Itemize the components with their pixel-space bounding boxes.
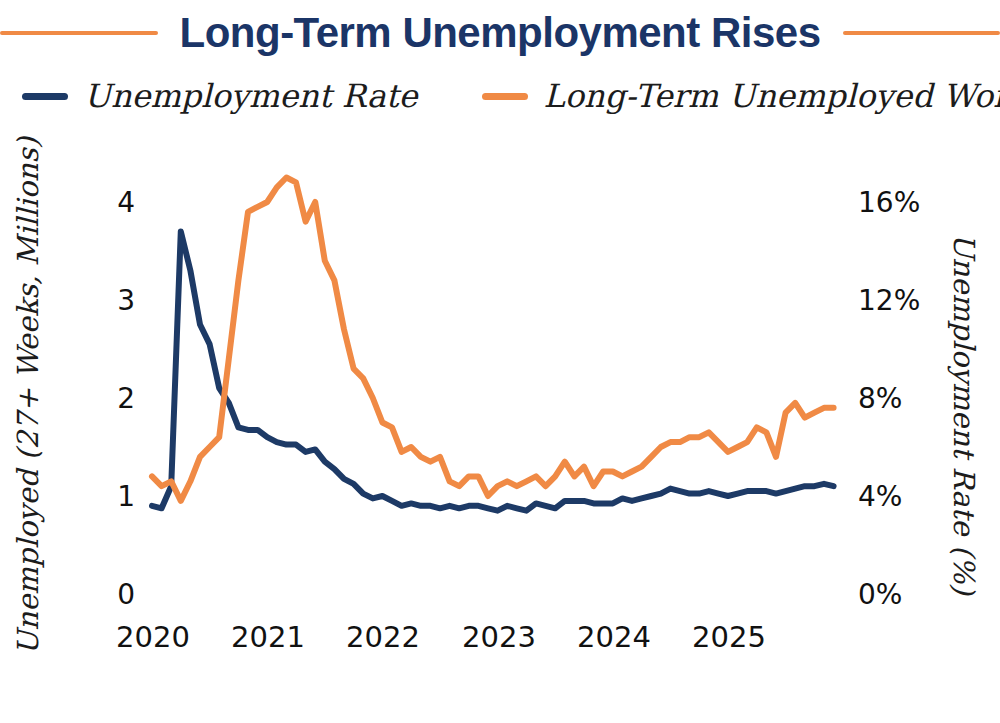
line-plot — [0, 124, 1000, 707]
series-long-term-unemployed-workers — [152, 178, 834, 501]
legend: Unemployment Rate Long-Term Unemployed W… — [0, 72, 1000, 120]
legend-swatch-unemployment-rate — [22, 93, 68, 100]
legend-swatch-long-term-unemployed — [482, 93, 528, 100]
chart-card: Long-Term Unemployment Rises Unemploymen… — [0, 0, 1000, 707]
legend-label-unemployment-rate: Unemployment Rate — [84, 77, 418, 115]
title-rule-right — [843, 31, 1000, 35]
legend-item-unemployment-rate: Unemployment Rate — [22, 77, 418, 115]
chart-area: Unemployed (27+ Weeks, Millions) Unemplo… — [0, 124, 1000, 707]
legend-label-long-term-unemployed: Long-Term Unemployed Workers — [544, 77, 1000, 115]
title-rule-left — [0, 31, 158, 35]
legend-item-long-term-unemployed: Long-Term Unemployed Workers — [482, 77, 1000, 115]
series-unemployment-rate — [152, 231, 834, 510]
page-title: Long-Term Unemployment Rises — [180, 9, 821, 57]
title-bar: Long-Term Unemployment Rises — [0, 0, 1000, 56]
